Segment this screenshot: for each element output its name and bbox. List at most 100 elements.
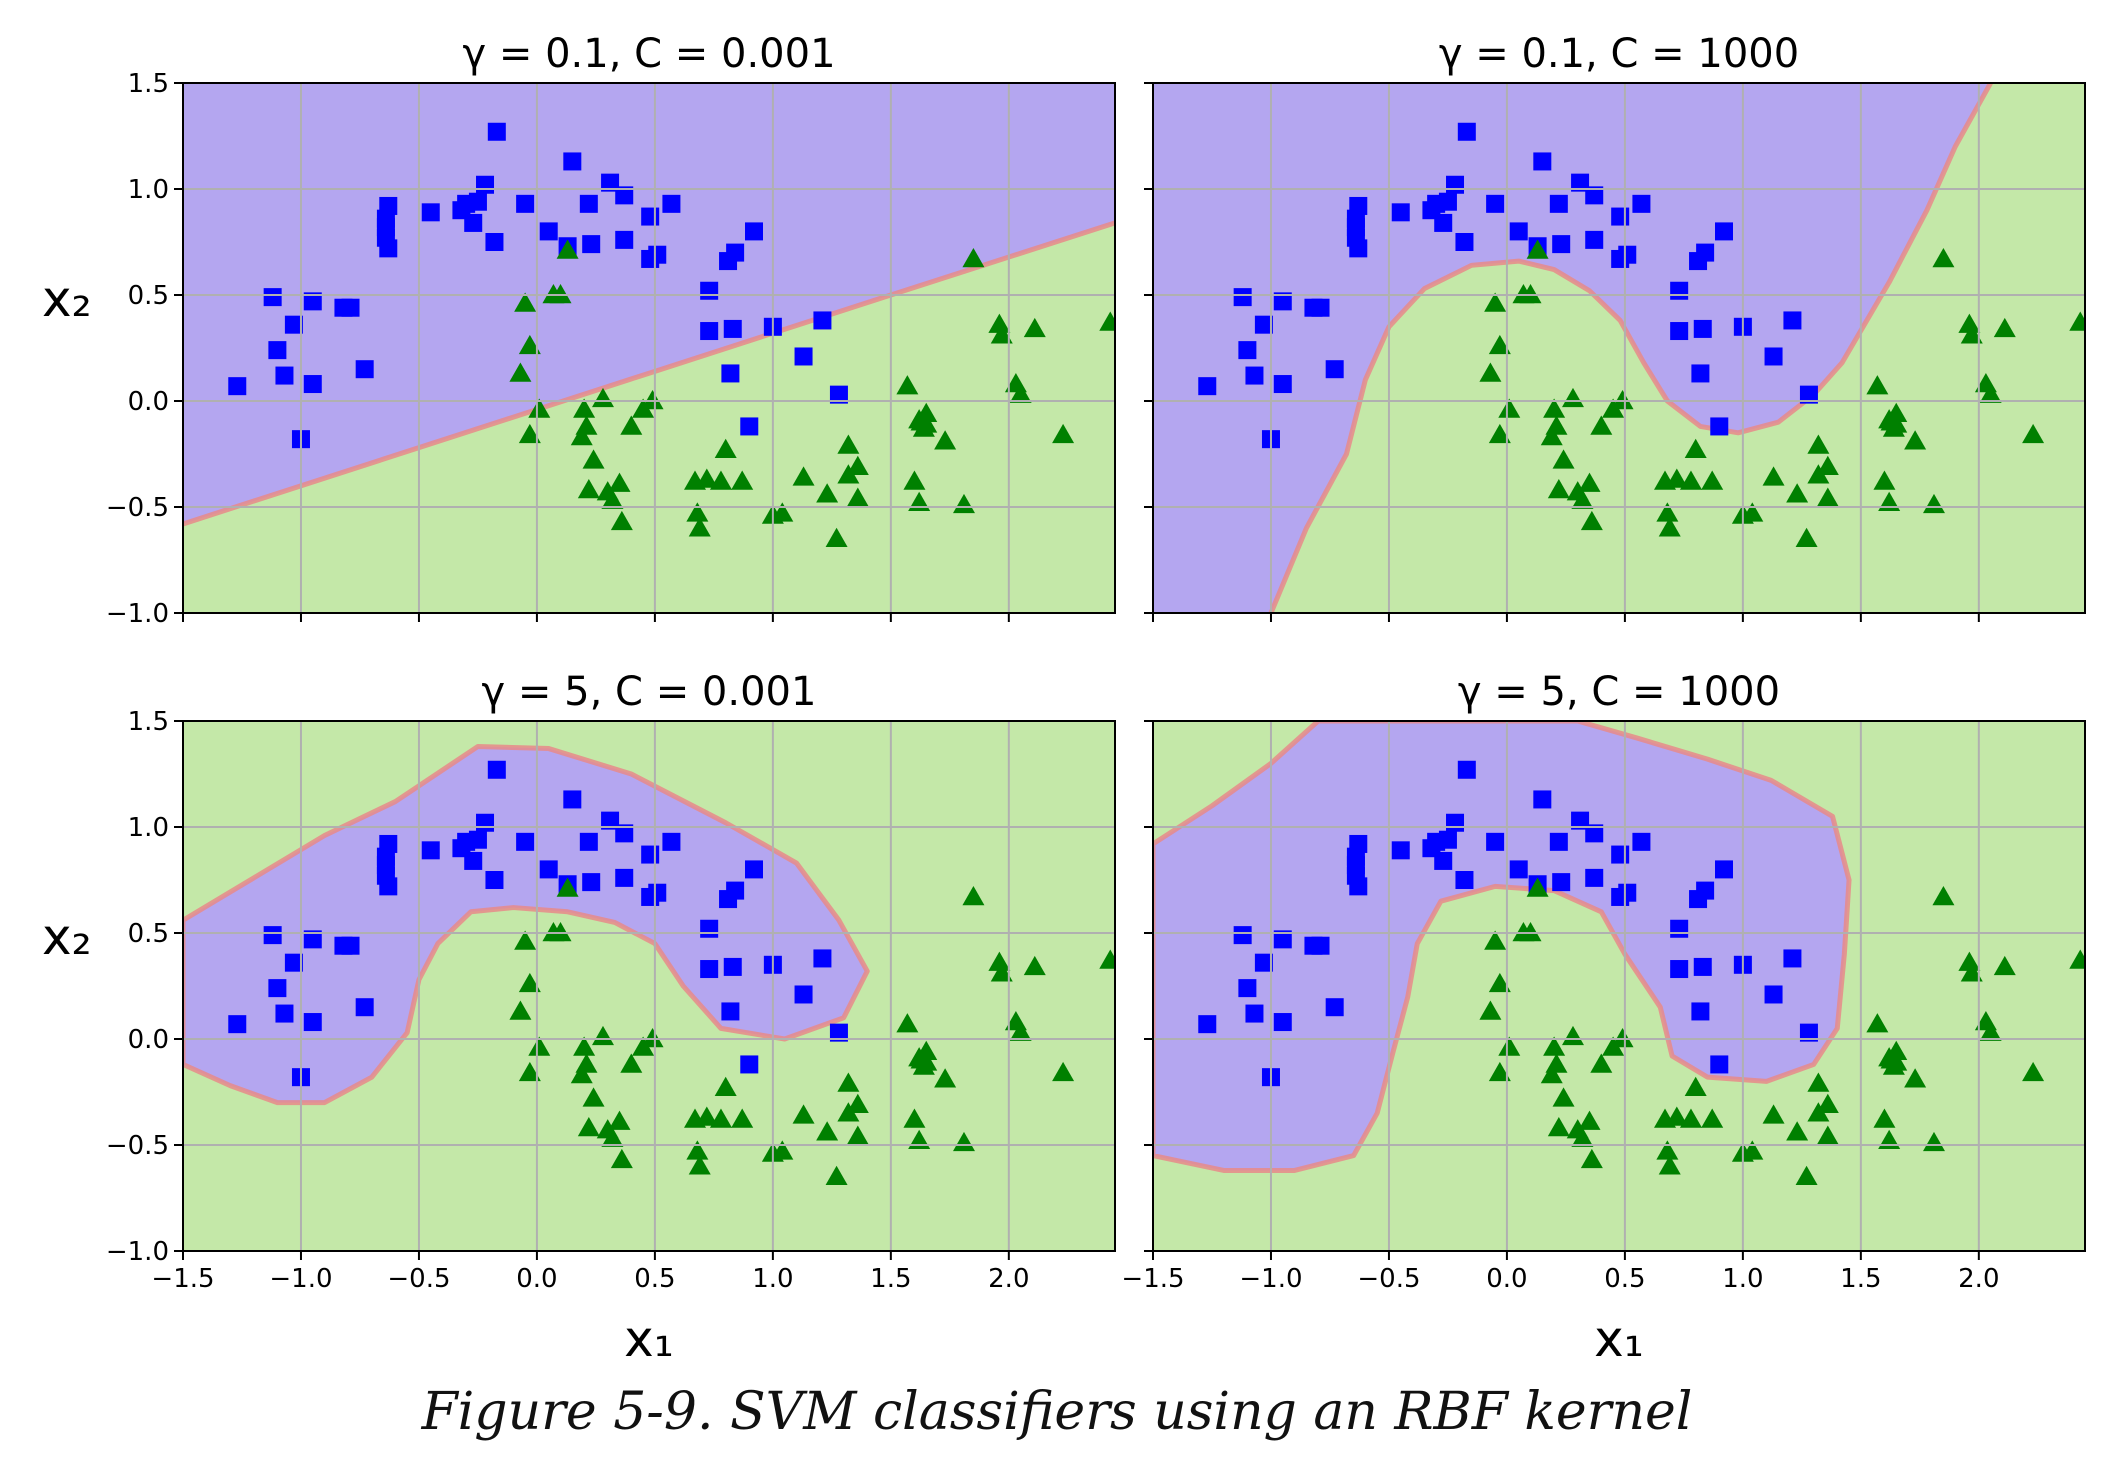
square-point — [1446, 813, 1465, 832]
square-point — [1486, 194, 1505, 213]
square-point — [1764, 985, 1783, 1004]
square-point — [744, 222, 763, 241]
triangle-point — [903, 1108, 926, 1128]
triangle-point — [1552, 1087, 1575, 1107]
square-point — [355, 360, 374, 379]
square-point — [726, 881, 745, 900]
triangle-point — [1795, 1165, 1818, 1186]
square-point — [1455, 233, 1474, 251]
y-axis-label: x₂ — [42, 270, 92, 328]
triangle-point — [577, 479, 600, 499]
square-point — [1434, 213, 1453, 232]
triangle-point — [952, 493, 975, 514]
triangle-point — [1488, 423, 1511, 444]
square-point — [1311, 298, 1330, 317]
triangle-point — [1488, 334, 1511, 355]
square-point — [700, 960, 719, 979]
square-point — [648, 883, 667, 902]
y-tick-label: −1.0 — [106, 599, 169, 629]
square-point — [721, 1002, 740, 1021]
square-point — [341, 298, 360, 317]
square-point — [829, 385, 848, 404]
triangle-point — [1960, 962, 1983, 982]
triangle-point — [1023, 317, 1046, 338]
triangle-point — [816, 483, 839, 503]
square-point — [303, 292, 322, 311]
region-class0 — [183, 83, 1115, 524]
triangle-point — [601, 1127, 624, 1147]
square-point — [1349, 239, 1368, 258]
triangle-point — [1873, 470, 1896, 490]
triangle-point — [816, 1121, 839, 1141]
triangle-point — [1816, 487, 1839, 507]
triangle-point — [1658, 1155, 1681, 1175]
triangle-point — [1665, 468, 1688, 488]
square-point — [740, 1055, 759, 1074]
square-point — [794, 985, 813, 1004]
triangle-point — [1543, 1036, 1566, 1056]
square-point — [1799, 385, 1818, 404]
square-point — [1198, 377, 1217, 396]
triangle-point — [1665, 1106, 1688, 1126]
triangle-point — [1960, 324, 1983, 344]
square-point — [1585, 230, 1604, 249]
square-point — [1571, 173, 1590, 192]
square-point — [1455, 871, 1474, 889]
x-tick-label: 0.5 — [634, 1264, 675, 1294]
y-tick-label: 1.5 — [128, 69, 169, 99]
triangle-point — [514, 292, 537, 312]
triangle-point — [509, 1000, 532, 1020]
triangle-point — [620, 1053, 643, 1073]
square-point — [1585, 824, 1604, 843]
square-point — [1552, 873, 1571, 892]
square-point — [700, 919, 719, 938]
triangle-point — [591, 1025, 614, 1046]
square-point — [1273, 1013, 1292, 1032]
square-point — [539, 222, 558, 241]
square-point — [516, 832, 535, 851]
square-point — [1696, 243, 1715, 262]
axes-frame — [1152, 720, 2086, 1252]
triangle-point — [1741, 502, 1764, 522]
square-point — [648, 245, 667, 264]
triangle-point — [990, 324, 1013, 344]
triangle-point — [608, 1110, 631, 1130]
square-point — [379, 239, 398, 258]
axes-frame — [1152, 82, 2086, 614]
triangle-point — [1009, 1021, 1032, 1041]
square-point — [1632, 194, 1651, 213]
decision-boundary — [183, 743, 870, 1106]
square-point — [1710, 1055, 1729, 1074]
triangle-point — [837, 1072, 860, 1092]
triangle-point — [1684, 1076, 1707, 1097]
triangle-point — [1547, 479, 1570, 499]
triangle-point — [1519, 922, 1542, 942]
square-point — [740, 417, 759, 436]
x-axis-label: x₁ — [624, 1310, 674, 1368]
square-point — [1693, 319, 1712, 338]
x-tick-label: 1.0 — [752, 1264, 793, 1294]
square-point — [303, 930, 322, 949]
triangle-point — [934, 1068, 957, 1088]
square-point — [275, 1004, 294, 1023]
square-point — [1273, 930, 1292, 949]
triangle-point — [1958, 313, 1981, 333]
square-point — [1783, 949, 1802, 968]
x-tick-label: 2.0 — [1958, 1264, 1999, 1294]
triangle-point — [518, 334, 541, 355]
square-point — [1349, 196, 1368, 215]
square-point — [1446, 175, 1465, 194]
triangle-point — [915, 413, 938, 433]
triangle-point — [1656, 502, 1679, 522]
triangle-point — [837, 434, 860, 454]
square-point — [379, 196, 398, 215]
triangle-point — [2022, 423, 2045, 444]
triangle-point — [915, 1040, 938, 1060]
triangle-point — [556, 239, 579, 259]
triangle-point — [549, 922, 572, 942]
triangle-point — [686, 1140, 709, 1160]
triangle-point — [1904, 430, 1927, 450]
triangle-point — [1993, 317, 2016, 338]
triangle-point — [1540, 426, 1563, 446]
square-point — [1325, 360, 1344, 379]
